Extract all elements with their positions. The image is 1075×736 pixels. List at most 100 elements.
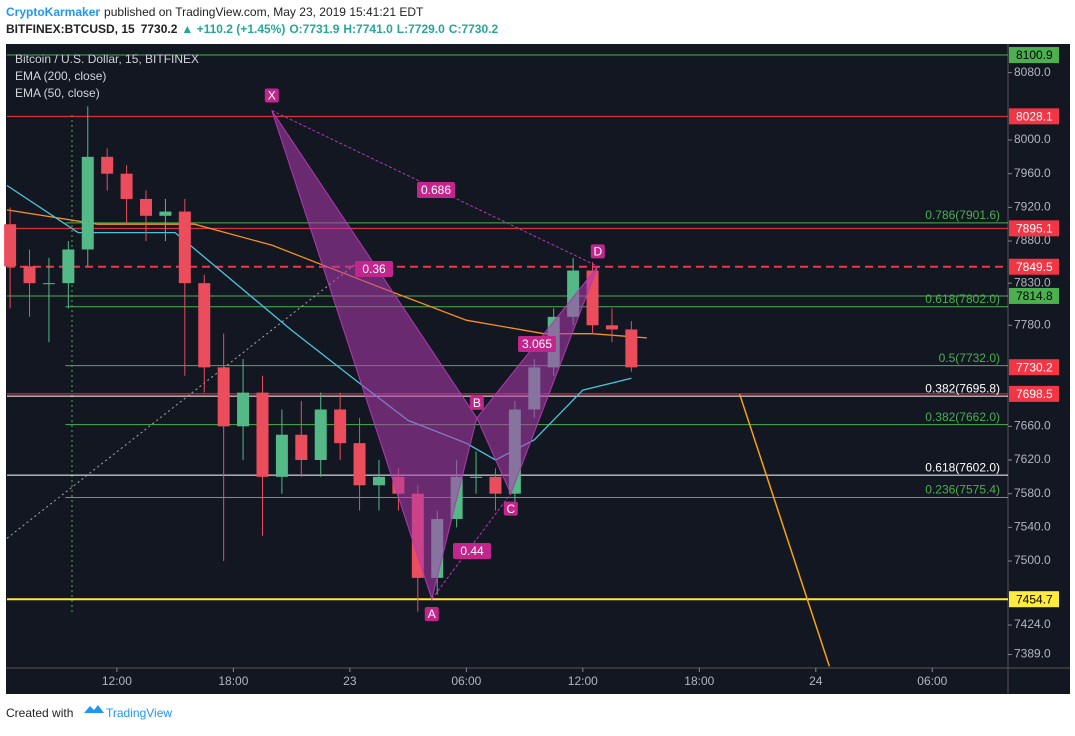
y-tick-label: 7540.0 — [1014, 520, 1051, 534]
y-tick-label: 7620.0 — [1014, 452, 1051, 466]
ratio-box — [355, 261, 393, 277]
legend-entry: EMA (50, close) — [15, 86, 100, 100]
candle-body — [314, 409, 327, 460]
point-box — [264, 88, 279, 103]
candle-body — [353, 443, 366, 486]
low: L:7729.0 — [397, 22, 445, 36]
candle-body — [237, 392, 250, 427]
x-tick-label: 06:00 — [917, 674, 947, 688]
price-tag — [1009, 287, 1059, 304]
candle-body — [4, 224, 17, 267]
price-tag — [1009, 47, 1059, 64]
author[interactable]: CryptoKarmaker — [6, 5, 100, 19]
price-tag — [1009, 258, 1059, 275]
level-label: 0.786(7901.6) — [925, 208, 1000, 222]
ratio-box — [518, 336, 556, 352]
price-tag-label: 7849.5 — [1016, 260, 1053, 274]
price-tag — [1009, 591, 1059, 608]
y-tick-label: 8000.0 — [1014, 132, 1051, 146]
point-label: C — [506, 502, 515, 516]
level-label: 0.618(7602.0) — [925, 460, 1000, 474]
legend-entry: EMA (200, close) — [15, 69, 106, 83]
level-label: 0.618(7802.0) — [925, 292, 1000, 306]
price-tag — [1009, 385, 1059, 402]
candle-body — [101, 156, 114, 174]
candle-body — [625, 329, 638, 368]
point-label: D — [593, 244, 602, 258]
candle-body — [42, 283, 55, 285]
price-tag-label: 7454.7 — [1016, 592, 1053, 606]
price-tag-label: 8028.1 — [1016, 110, 1053, 124]
x-tick-label: 23 — [343, 674, 357, 688]
point-label: B — [473, 396, 481, 410]
price: 7730.2 — [141, 22, 178, 36]
x-tick-label: 06:00 — [451, 674, 481, 688]
symbol: BITFINEX:BTCUSD, 15 — [6, 22, 135, 36]
price-tag-label: 7698.5 — [1016, 387, 1053, 401]
level-label: 0.382(7662.0) — [925, 410, 1000, 424]
candle-body — [489, 476, 502, 494]
y-tick-label: 7500.0 — [1014, 553, 1051, 567]
high: H:7741.0 — [343, 22, 393, 36]
candle-body — [198, 283, 211, 368]
price-tag — [1009, 359, 1059, 376]
header-line-2: BITFINEX:BTCUSD, 15 7730.2 ▲ +110.2 (+1.45… — [6, 22, 498, 36]
legend-title: Bitcoin / U.S. Dollar, 15, BITFINEX — [15, 52, 199, 66]
candle-body — [140, 198, 153, 216]
price-tag-label: 7895.1 — [1016, 222, 1053, 236]
ratio-label: 0.36 — [362, 262, 386, 276]
y-tick-label: 7830.0 — [1014, 275, 1051, 289]
trend-line — [738, 394, 831, 667]
y-tick-label: 7780.0 — [1014, 317, 1051, 331]
ratio-label: 0.44 — [460, 544, 484, 558]
point-box — [469, 395, 484, 410]
price-tag-label: 7730.2 — [1016, 360, 1053, 374]
price-tag — [1009, 220, 1059, 237]
level-label: 0.382(7695.8) — [925, 381, 1000, 395]
point-label: X — [268, 89, 276, 103]
x-tick-label: 18:00 — [684, 674, 714, 688]
point-box — [590, 244, 605, 259]
candle-body — [159, 211, 172, 216]
chart-layer: 8080.0 8000.0 7960.0 7920.0 7880.0 7830.0 7780… — [4, 47, 1059, 688]
candle-body — [295, 434, 308, 460]
ratio-label: 0.686 — [421, 183, 451, 197]
level-label: 0.236(7575.4) — [925, 483, 1000, 497]
candle-body — [470, 476, 483, 478]
y-tick-label: 7960.0 — [1014, 166, 1051, 180]
x-tick-label: 18:00 — [218, 674, 248, 688]
trend-line — [6, 264, 356, 539]
candle-body — [275, 434, 288, 477]
candle-body — [334, 409, 347, 444]
open: O:7731.9 — [289, 22, 339, 36]
tv-logo — [84, 705, 104, 713]
y-tick-label: 7660.0 — [1014, 418, 1051, 432]
change: ▲ +110.2 (+1.45%) — [181, 22, 285, 36]
x-tick-label: 24 — [809, 674, 823, 688]
price-tag-label: 7814.8 — [1016, 289, 1053, 303]
y-tick-label: 7389.0 — [1014, 647, 1051, 661]
candle-body — [120, 173, 133, 199]
close: C:7730.2 — [449, 22, 499, 36]
footer-text: Created with — [6, 706, 73, 720]
y-tick-label: 7424.0 — [1014, 617, 1051, 631]
candle-body — [81, 156, 94, 250]
ratio-label: 3.065 — [522, 337, 552, 351]
level-label: 0.5(7732.0) — [939, 351, 1000, 365]
candle-body — [372, 476, 385, 486]
footer-brand[interactable]: TradingView — [106, 706, 172, 720]
y-tick-label: 8080.0 — [1014, 65, 1051, 79]
point-box — [503, 501, 518, 516]
published: published on TradingView.com, May 23, 20… — [104, 5, 424, 19]
ratio-box — [453, 543, 491, 559]
y-tick-label: 7580.0 — [1014, 486, 1051, 500]
candle-body — [23, 266, 36, 284]
y-tick-label: 7920.0 — [1014, 200, 1051, 214]
price-tag-label: 8100.9 — [1016, 48, 1053, 62]
point-box — [424, 606, 439, 621]
x-tick-label: 12:00 — [568, 674, 598, 688]
y-tick-label: 7880.0 — [1014, 233, 1051, 247]
candle-body — [605, 325, 618, 330]
candle-body — [256, 392, 269, 477]
